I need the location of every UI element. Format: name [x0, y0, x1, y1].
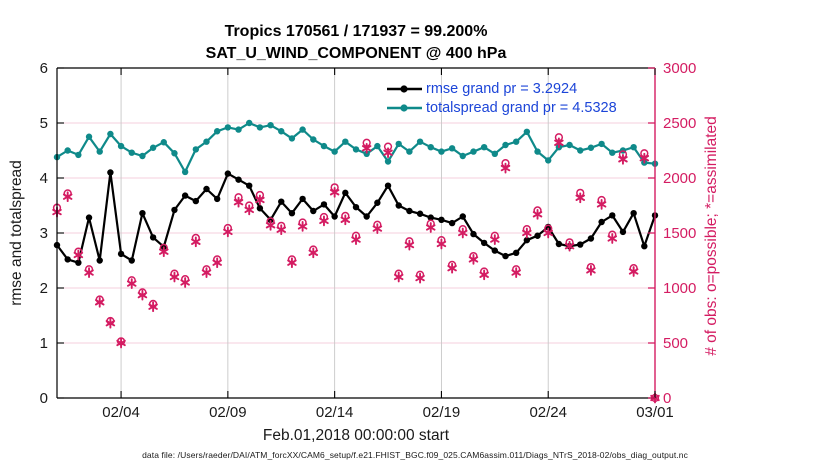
svg-text:02/19: 02/19: [423, 404, 461, 421]
legend-label-totalspread: totalspread grand pr = 4.5328: [426, 100, 617, 116]
series-possible-markers: [52, 133, 660, 403]
svg-text:6: 6: [40, 60, 48, 77]
svg-text:02/14: 02/14: [316, 404, 354, 421]
legend: rmse grand pr = 3.2924 totalspread grand…: [386, 80, 617, 117]
legend-item-totalspread: totalspread grand pr = 4.5328: [386, 99, 617, 117]
svg-text:03/01: 03/01: [636, 404, 674, 421]
left-axis-label: rmse and totalspread: [8, 160, 25, 306]
svg-text:3: 3: [40, 225, 48, 242]
series-totalspread: [53, 119, 659, 176]
chart-title: Tropics 170561 / 171937 = 99.200% SAT_U_…: [57, 21, 655, 65]
totalspread-line-swatch: [387, 104, 422, 112]
svg-text:02/04: 02/04: [102, 404, 140, 421]
x-axis: 02/04 02/09 02/14 02/19 02/24 03/01: [102, 68, 674, 421]
svg-text:2: 2: [40, 280, 48, 297]
legend-item-rmse: rmse grand pr = 3.2924: [386, 80, 617, 98]
svg-text:02/24: 02/24: [529, 404, 567, 421]
rmse-line-swatch: [387, 85, 422, 93]
series-rmse: [53, 169, 659, 266]
legend-label-rmse: rmse grand pr = 3.2924: [426, 81, 578, 97]
x-axis-label: Feb.01,2018 00:00:00 start: [262, 427, 450, 444]
data-file-path: data file: /Users/raeder/DAI/ATM_forcXX/…: [142, 450, 688, 460]
svg-text:5: 5: [40, 115, 48, 132]
svg-text:500: 500: [663, 335, 688, 352]
svg-text:0: 0: [663, 390, 671, 407]
svg-text:2500: 2500: [663, 115, 696, 132]
svg-text:4: 4: [40, 170, 48, 187]
svg-text:2000: 2000: [663, 170, 696, 187]
right-axis-label: # of obs: o=possible; *=assimilated: [703, 116, 720, 356]
y-axis-left: 0 1 2 3 4 5 6: [40, 60, 64, 407]
title-line-1: Tropics 170561 / 171937 = 99.200%: [224, 23, 488, 40]
svg-text:1: 1: [40, 335, 48, 352]
svg-text:1500: 1500: [663, 225, 696, 242]
y-axis-right: 0 500 1000 1500 2000 2500 3000: [648, 60, 696, 407]
svg-text:3000: 3000: [663, 60, 696, 77]
title-line-2: SAT_U_WIND_COMPONENT @ 400 hPa: [205, 45, 507, 62]
svg-text:02/09: 02/09: [209, 404, 247, 421]
svg-text:0: 0: [40, 390, 48, 407]
svg-text:1000: 1000: [663, 280, 696, 297]
